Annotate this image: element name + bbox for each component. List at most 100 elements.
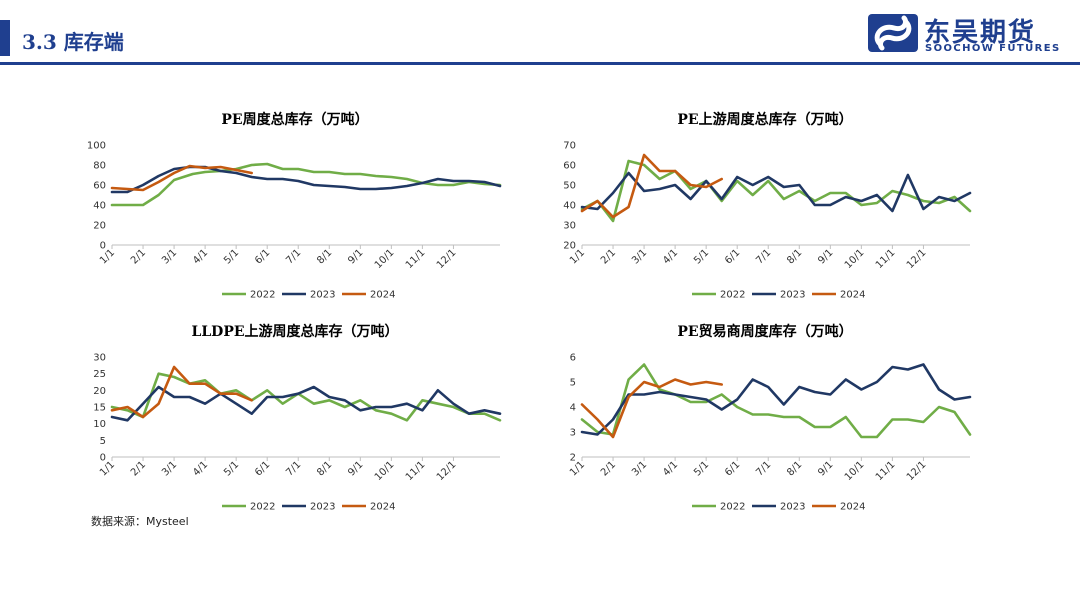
legend-label-2024: 2024	[840, 290, 865, 301]
legend-label-2024: 2024	[370, 290, 395, 301]
legend-label-2022: 2022	[250, 290, 275, 301]
page-title: 3.3 库存端	[22, 30, 124, 54]
y-tick-label: 40	[93, 201, 106, 212]
legend-label-2023: 2023	[780, 502, 805, 513]
y-tick-label: 30	[93, 353, 106, 364]
y-tick-label: 3	[570, 428, 576, 439]
legend-label-2023: 2023	[310, 290, 335, 301]
legend-label-2023: 2023	[780, 290, 805, 301]
series-line-2023	[110, 165, 502, 194]
y-tick-label: 25	[93, 369, 106, 380]
x-tick-label: 10/1	[373, 247, 397, 271]
x-tick-label: 7/1	[754, 247, 773, 266]
y-tick-label: 100	[87, 141, 106, 152]
x-tick-label: 4/1	[191, 459, 210, 478]
legend-label-2024: 2024	[840, 502, 865, 513]
series-line-2022	[110, 372, 502, 422]
x-tick-label: 12/1	[905, 247, 929, 271]
series-line-2024	[580, 153, 723, 219]
series-line-2022	[110, 162, 502, 207]
x-tick-label: 11/1	[404, 459, 428, 483]
x-tick-label: 3/1	[630, 459, 649, 478]
x-tick-label: 8/1	[315, 459, 334, 478]
x-tick-label: 12/1	[435, 459, 459, 483]
x-tick-label: 4/1	[191, 247, 210, 266]
y-tick-label: 20	[93, 221, 106, 232]
x-tick-label: 10/1	[843, 459, 867, 483]
chart-title: PE上游周度总库存（万吨）	[677, 111, 852, 128]
x-tick-label: 8/1	[785, 247, 804, 266]
y-tick-label: 5	[100, 436, 106, 447]
x-tick-label: 7/1	[754, 459, 773, 478]
y-tick-label: 30	[563, 221, 576, 232]
y-tick-label: 6	[570, 353, 576, 364]
x-tick-label: 5/1	[222, 247, 241, 266]
series-line-2023	[580, 171, 972, 213]
legend-label-2023: 2023	[310, 502, 335, 513]
x-tick-label: 7/1	[284, 459, 303, 478]
series-line-2022	[580, 363, 972, 439]
chart-pe-total-inventory: PE周度总库存（万吨） 0 20 40 60 80 100 1/1 2/1 3/1 4/1 5/1 6/…	[60, 100, 530, 310]
company-logo: 东吴期货 SOOCHOW FUTURES	[868, 12, 1068, 56]
x-tick-label: 6/1	[723, 247, 742, 266]
chart-title: PE周度总库存（万吨）	[221, 111, 368, 128]
x-tick-label: 8/1	[315, 247, 334, 266]
x-tick-label: 10/1	[843, 247, 867, 271]
series-line-2024	[580, 378, 723, 439]
x-tick-label: 12/1	[435, 247, 459, 271]
series-line-2023	[580, 363, 972, 436]
x-tick-label: 2/1	[129, 247, 148, 266]
logo-english-name: SOOCHOW FUTURES	[925, 43, 1061, 54]
y-tick-label: 0	[100, 453, 106, 464]
chart-pe-trader-inventory: PE贸易商周度库存（万吨） 2 3 4 5 6 1/1 2/1 3/1 4/1 5/1 6/1 7/1 8…	[530, 312, 1000, 522]
logo-chinese-name: 东吴期货	[924, 18, 1037, 48]
y-tick-label: 80	[93, 161, 106, 172]
y-tick-label: 20	[93, 386, 106, 397]
legend-label-2022: 2022	[720, 290, 745, 301]
y-tick-label: 70	[563, 141, 576, 152]
x-tick-label: 6/1	[253, 459, 272, 478]
chart-lldpe-upstream-inventory: LLDPE上游周度总库存（万吨） 0 5 10 15 20 25 30 1/1 2/1 3/1 4/1…	[60, 312, 530, 522]
header-divider	[0, 62, 1080, 65]
x-tick-label: 7/1	[284, 247, 303, 266]
series-line-2024	[110, 365, 253, 419]
x-tick-label: 5/1	[692, 459, 711, 478]
x-tick-label: 4/1	[661, 247, 680, 266]
chart-title: LLDPE上游周度总库存（万吨）	[191, 323, 398, 340]
x-tick-label: 6/1	[723, 459, 742, 478]
y-tick-label: 60	[563, 161, 576, 172]
x-tick-label: 5/1	[692, 247, 711, 266]
x-tick-label: 3/1	[160, 247, 179, 266]
series-line-2024	[110, 164, 253, 192]
x-tick-label: 9/1	[816, 459, 835, 478]
x-tick-label: 11/1	[874, 247, 898, 271]
y-tick-label: 60	[93, 181, 106, 192]
x-tick-label: 11/1	[404, 247, 428, 271]
x-tick-label: 12/1	[905, 459, 929, 483]
y-tick-label: 4	[570, 403, 576, 414]
y-tick-label: 15	[93, 403, 106, 414]
chart-title: PE贸易商周度库存（万吨）	[677, 323, 852, 340]
y-tick-label: 0	[100, 241, 106, 252]
legend-label-2024: 2024	[370, 502, 395, 513]
y-tick-label: 10	[93, 419, 106, 430]
x-tick-label: 3/1	[630, 247, 649, 266]
x-tick-label: 9/1	[346, 459, 365, 478]
x-tick-label: 3/1	[160, 459, 179, 478]
chart-pe-upstream-inventory: PE上游周度总库存（万吨） 20 30 40 50 60 70 1/1 2/1 3/1 4/1 5/1…	[530, 100, 1000, 310]
series-line-2022	[580, 159, 972, 223]
x-tick-label: 2/1	[129, 459, 148, 478]
x-tick-label: 11/1	[874, 459, 898, 483]
y-tick-label: 5	[570, 378, 576, 389]
legend-label-2022: 2022	[250, 502, 275, 513]
y-tick-label: 50	[563, 181, 576, 192]
y-tick-label: 20	[563, 241, 576, 252]
y-tick-label: 40	[563, 201, 576, 212]
x-tick-label: 8/1	[785, 459, 804, 478]
x-tick-label: 10/1	[373, 459, 397, 483]
x-tick-label: 9/1	[346, 247, 365, 266]
